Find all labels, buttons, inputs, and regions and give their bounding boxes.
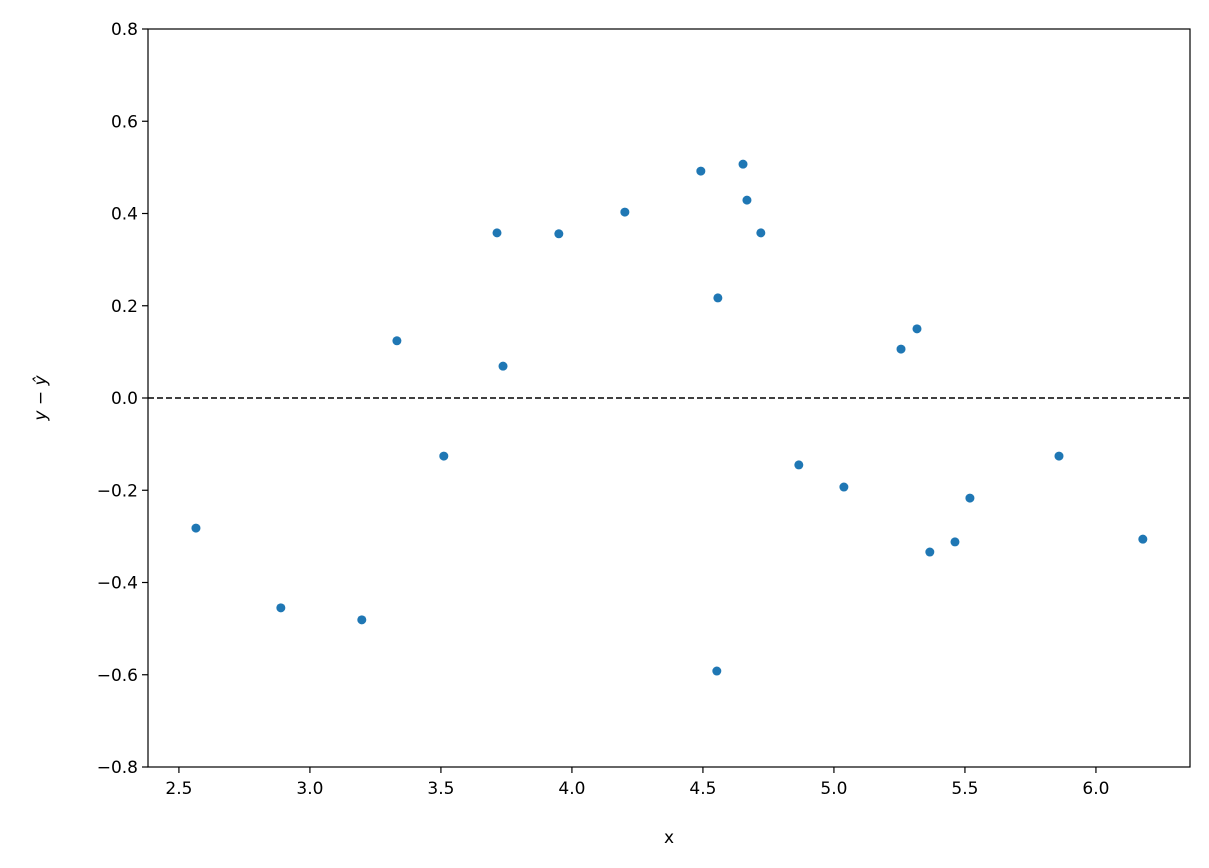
point bbox=[950, 537, 960, 547]
point bbox=[696, 166, 706, 176]
point bbox=[912, 324, 922, 334]
point bbox=[357, 615, 367, 625]
point bbox=[498, 361, 508, 371]
point bbox=[925, 547, 935, 557]
y-tick-label: −0.8 bbox=[97, 758, 138, 778]
point bbox=[392, 336, 402, 346]
x-tick-label: 3.5 bbox=[427, 779, 454, 799]
x-tick-label: 3.0 bbox=[296, 779, 323, 799]
y-tick-label: 0.8 bbox=[111, 20, 138, 40]
y-axis-label: y − ŷ bbox=[31, 374, 51, 421]
x-tick-label: 5.5 bbox=[951, 779, 978, 799]
y-tick-label: 0.2 bbox=[111, 297, 138, 317]
point bbox=[839, 482, 849, 492]
point bbox=[794, 460, 804, 470]
y-tick-label: −0.6 bbox=[97, 666, 138, 686]
plot-frame bbox=[147, 28, 1191, 768]
point bbox=[439, 451, 449, 461]
x-axis-label: x bbox=[664, 828, 674, 848]
point bbox=[191, 523, 201, 533]
point bbox=[756, 228, 766, 238]
point bbox=[1138, 534, 1148, 544]
x-tick-label: 6.0 bbox=[1082, 779, 1109, 799]
y-tick-label: −0.4 bbox=[97, 574, 138, 594]
y-tick-label: 0.4 bbox=[111, 205, 138, 225]
point bbox=[965, 493, 975, 503]
x-tick-label: 5.0 bbox=[820, 779, 847, 799]
point bbox=[712, 666, 722, 676]
x-tick-label: 4.5 bbox=[689, 779, 716, 799]
point bbox=[738, 159, 748, 169]
x-tick-label: 4.0 bbox=[558, 779, 585, 799]
point bbox=[620, 207, 630, 217]
y-tick-label: −0.2 bbox=[97, 481, 138, 501]
point bbox=[276, 603, 286, 613]
point bbox=[896, 344, 906, 354]
y-tick-label: 0.0 bbox=[111, 389, 138, 409]
y-tick-label: 0.6 bbox=[111, 112, 138, 132]
point bbox=[1054, 451, 1064, 461]
point bbox=[713, 293, 723, 303]
point bbox=[554, 229, 564, 239]
point bbox=[742, 195, 752, 205]
x-tick-label: 2.5 bbox=[165, 779, 192, 799]
point bbox=[492, 228, 502, 238]
